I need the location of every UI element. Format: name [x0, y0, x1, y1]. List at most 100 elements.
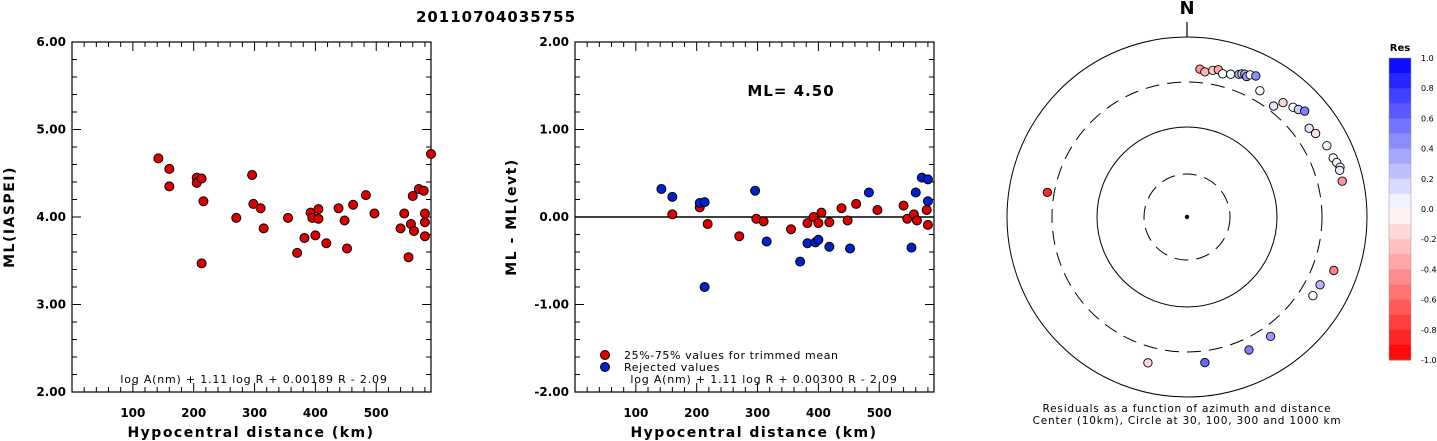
colorbar-cell	[1389, 73, 1411, 89]
data-point	[231, 212, 242, 223]
colorbar-cell	[1389, 148, 1411, 165]
rejected-residual-point	[667, 191, 678, 202]
data-point	[292, 247, 303, 258]
left-y-ticks: 2.00 3.00 4.00 5.00 6.00	[36, 35, 431, 399]
rejected-residual-point	[813, 234, 824, 245]
middle-x-tick-label: 300	[745, 406, 770, 420]
circle-100km	[1096, 126, 1278, 308]
left-panel: 100 200 300 400 500 2.00 3.00 4.00 5.00 6.00 log…	[2, 35, 436, 441]
residual-colorbar: Res 1.0 0.8 0.6 0.4 0.2 0.0 -0.2 -0.4 -0.6 -0.8 -1…	[1388, 43, 1437, 365]
middle-x-tick-label: 200	[684, 406, 709, 420]
data-point	[313, 204, 324, 215]
colorbar-tick-label: 0.4	[1421, 145, 1434, 154]
station-residual-point	[1251, 71, 1261, 81]
data-point	[399, 208, 410, 219]
data-point	[348, 199, 359, 210]
rejected-residual-point	[795, 256, 806, 267]
rejected-residual-point	[845, 243, 856, 254]
station-residual-point	[1315, 280, 1325, 290]
colorbar-cell	[1389, 299, 1411, 316]
colorbar-ticks: 1.0 0.8 0.6 0.4 0.2 0.0 -0.2 -0.4 -0.6 -0.8 -1.0	[1421, 54, 1437, 365]
colorbar-cells	[1389, 58, 1411, 361]
data-point	[418, 185, 429, 196]
colorbar-cell	[1389, 284, 1411, 301]
colorbar-cell	[1389, 58, 1411, 74]
legend-rejected-label: Rejected values	[624, 361, 720, 374]
used-residual-point	[851, 198, 862, 209]
data-point	[333, 203, 344, 214]
middle-x-axis-label: Hypocentral distance (km)	[630, 425, 877, 441]
colorbar-frame	[1388, 57, 1412, 361]
station-residual-point	[1329, 265, 1339, 276]
middle-data-points	[656, 172, 933, 292]
left-data-points	[153, 149, 436, 269]
used-residual-point	[842, 215, 853, 226]
left-x-tick-label: 500	[364, 406, 389, 420]
rejected-residual-point	[761, 236, 772, 247]
north-label: N	[1179, 0, 1194, 19]
colorbar-tick-label: -0.2	[1421, 235, 1437, 244]
data-point	[247, 170, 258, 180]
station-residual-point	[1304, 123, 1314, 133]
data-point	[196, 173, 207, 184]
middle-x-tick-label: 400	[806, 406, 831, 420]
used-residual-point	[922, 219, 933, 230]
used-residual-point	[898, 200, 909, 211]
colorbar-cell	[1389, 209, 1411, 225]
data-point	[283, 212, 294, 223]
station-residual-point	[1200, 357, 1210, 368]
colorbar-tick-label: 0.6	[1421, 114, 1434, 123]
left-y-tick-label: 6.00	[36, 35, 66, 49]
colorbar-tick-label: 1.0	[1421, 54, 1434, 63]
station-residual-point	[1300, 106, 1310, 116]
data-point	[342, 243, 353, 254]
colorbar-cell	[1389, 88, 1411, 104]
data-point	[164, 181, 175, 192]
used-residual-point	[921, 205, 932, 215]
colorbar-tick-label: -0.8	[1421, 326, 1437, 335]
data-point	[419, 217, 430, 228]
left-x-axis-label: Hypocentral distance (km)	[127, 425, 374, 441]
data-point	[310, 230, 321, 241]
center-dot	[1184, 214, 1190, 220]
figure-title: 20110704035755	[416, 8, 576, 26]
colorbar-tick-label: 0.2	[1421, 175, 1434, 184]
data-point	[196, 258, 207, 269]
colorbar-cell	[1389, 178, 1411, 195]
left-y-tick-label: 2.00	[36, 385, 66, 399]
used-residual-point	[802, 218, 813, 229]
legend-rejected-marker	[600, 362, 610, 372]
colorbar-cell	[1389, 103, 1411, 119]
used-residual-point	[667, 209, 678, 220]
data-point	[426, 149, 436, 159]
circle-30km	[1143, 173, 1231, 261]
data-point	[255, 203, 266, 214]
legend-used-marker	[600, 350, 610, 360]
data-point	[408, 226, 419, 236]
data-point	[403, 252, 414, 263]
data-point	[299, 233, 310, 243]
station-residual-point	[1143, 358, 1153, 368]
rejected-residual-point	[656, 184, 667, 194]
rejected-residual-point	[910, 187, 921, 198]
colorbar-tick-label: -0.6	[1421, 296, 1437, 305]
polar-data-points	[1042, 64, 1347, 368]
colorbar-cell	[1389, 163, 1411, 180]
rejected-residual-point	[699, 197, 710, 208]
station-residual-point	[1322, 141, 1332, 151]
left-x-tick-label: 400	[303, 406, 328, 420]
colorbar-cell	[1389, 193, 1411, 210]
rejected-residual-point	[922, 196, 933, 207]
middle-panel: 100 200 300 400 500 -2.00 -1.00 0.00 1.00 2.00 M…	[504, 35, 935, 441]
station-residual-point	[1218, 69, 1228, 79]
data-point	[339, 215, 350, 226]
left-x-tick-label: 300	[242, 406, 267, 420]
colorbar-title: Res	[1390, 43, 1410, 54]
middle-y-tick-label: 1.00	[539, 123, 569, 137]
colorbar-cell	[1389, 239, 1411, 255]
station-residual-point	[1337, 176, 1347, 186]
station-residual-point	[1200, 67, 1210, 77]
colorbar-cell	[1389, 344, 1411, 361]
colorbar-cell	[1389, 329, 1411, 346]
